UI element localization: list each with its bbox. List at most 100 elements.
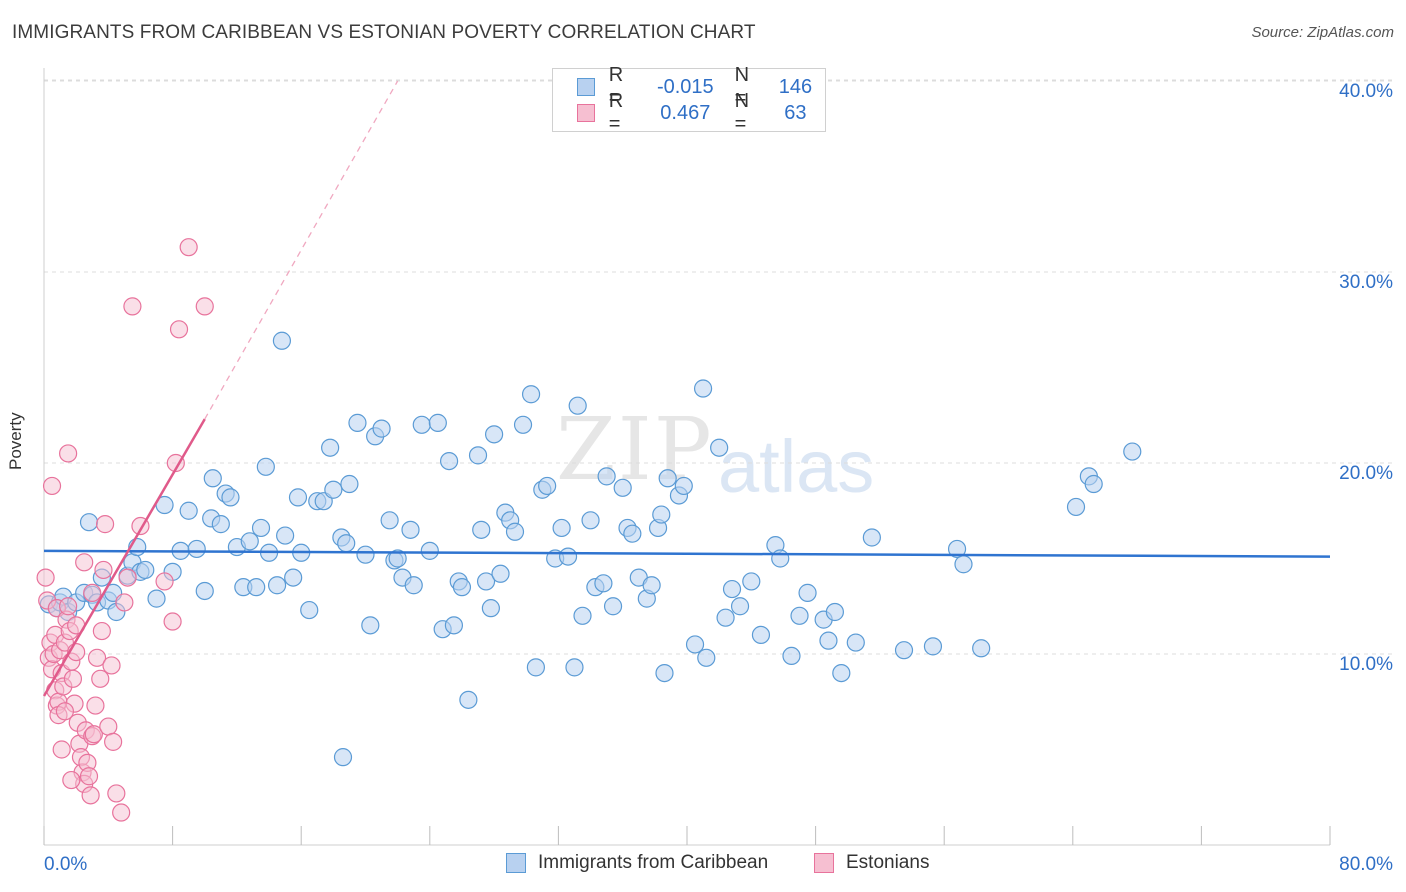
data-point-caribbean	[790, 606, 809, 625]
data-point-caribbean	[568, 396, 587, 415]
data-point-estonians	[36, 568, 55, 587]
legend-n-label: N =	[734, 64, 750, 109]
data-point-estonians	[115, 593, 134, 612]
data-point-caribbean	[412, 415, 431, 434]
data-point-estonians	[81, 786, 100, 805]
data-point-estonians	[155, 572, 174, 591]
bottom-legend-estonians: Estonians	[814, 852, 929, 874]
data-point-caribbean	[272, 331, 292, 350]
data-point-caribbean	[972, 639, 991, 658]
watermark-atlas: atlas	[718, 425, 875, 508]
data-point-caribbean	[693, 379, 713, 398]
data-point-estonians	[166, 453, 185, 473]
data-point-caribbean	[288, 488, 308, 507]
data-point-caribbean	[1084, 474, 1103, 494]
data-point-caribbean	[655, 663, 674, 683]
source-credit: Source: ZipAtlas.com	[1251, 24, 1394, 41]
data-point-caribbean	[247, 578, 266, 597]
data-point-caribbean	[321, 438, 340, 457]
legend-row-estonians: R = 0.467 N = 63	[577, 90, 825, 135]
legend-row-caribbean: R = -0.015 N = 146	[577, 64, 825, 109]
data-point-estonians	[102, 656, 121, 675]
data-point-caribbean	[521, 385, 541, 404]
data-point-estonians	[75, 553, 94, 572]
data-point-caribbean	[862, 528, 881, 547]
data-point-caribbean	[481, 599, 500, 618]
data-point-caribbean	[846, 633, 865, 652]
x-tick-label: 0.0%	[44, 854, 87, 875]
trendline-estonians-extension	[204, 80, 399, 420]
data-point-caribbean	[452, 578, 472, 597]
data-point-estonians	[55, 702, 74, 721]
trendline-caribbean	[43, 549, 1331, 558]
legend-r-value: 0.467	[660, 101, 711, 124]
x-tick-label: 80.0%	[1339, 854, 1393, 875]
data-point-caribbean	[256, 457, 275, 476]
data-point-caribbean	[361, 616, 380, 635]
data-point-caribbean	[603, 597, 623, 616]
data-point-caribbean	[136, 560, 155, 580]
data-point-caribbean	[240, 532, 259, 551]
data-point-caribbean	[798, 583, 817, 602]
data-point-caribbean	[825, 602, 844, 622]
data-point-caribbean	[652, 505, 671, 524]
data-point-caribbean	[476, 572, 496, 591]
data-point-caribbean	[771, 549, 790, 568]
data-point-estonians	[123, 297, 142, 316]
data-point-caribbean	[472, 520, 491, 539]
data-point-caribbean	[372, 419, 391, 438]
data-point-caribbean	[203, 469, 222, 488]
data-point-caribbean	[894, 641, 914, 660]
data-point-estonians	[118, 568, 137, 587]
data-point-estonians	[63, 669, 83, 688]
data-point-caribbean	[195, 581, 214, 601]
data-point-estonians	[52, 740, 71, 759]
data-point-caribbean	[380, 511, 399, 530]
chart-title: IMMIGRANTS FROM CARIBBEAN VS ESTONIAN PO…	[12, 22, 756, 43]
legend-r-value: -0.015	[656, 75, 714, 98]
data-point-caribbean	[267, 576, 287, 595]
data-point-estonians	[179, 238, 198, 257]
data-point-caribbean	[348, 413, 367, 432]
data-point-caribbean	[485, 425, 504, 444]
bottom-legend-swatch-pink	[814, 853, 834, 873]
data-point-caribbean	[716, 608, 735, 627]
data-point-caribbean	[340, 474, 359, 494]
data-point-estonians	[104, 732, 123, 751]
data-point-caribbean	[439, 451, 459, 471]
data-point-caribbean	[685, 635, 705, 654]
legend-r-label: R =	[608, 64, 624, 109]
data-point-caribbean	[276, 526, 295, 545]
data-point-caribbean	[697, 648, 716, 667]
data-point-estonians	[169, 320, 189, 339]
data-point-caribbean	[221, 488, 240, 507]
data-point-caribbean	[552, 518, 571, 538]
data-point-caribbean	[324, 480, 343, 499]
data-point-caribbean	[491, 564, 510, 583]
legend-n-label: N =	[734, 90, 750, 135]
bottom-legend-label-caribbean: Immigrants from Caribbean	[538, 852, 769, 873]
data-point-caribbean	[401, 520, 420, 539]
data-point-estonians	[95, 515, 115, 534]
data-point-caribbean	[819, 631, 838, 650]
data-point-caribbean	[1123, 442, 1142, 461]
data-point-caribbean	[954, 555, 973, 574]
data-point-caribbean	[356, 545, 375, 564]
data-point-estonians	[87, 648, 107, 667]
data-point-caribbean	[459, 690, 478, 709]
legend-n-value: 63	[784, 101, 807, 124]
data-point-estonians	[42, 476, 62, 496]
data-point-caribbean	[284, 568, 303, 587]
data-point-caribbean	[730, 597, 750, 616]
data-point-caribbean	[420, 541, 439, 560]
data-point-caribbean	[722, 579, 742, 599]
data-point-estonians	[163, 612, 182, 631]
data-point-caribbean	[613, 478, 632, 497]
legend-r-label: R =	[608, 90, 624, 135]
y-tick-label: 40.0%	[1339, 81, 1393, 102]
data-point-estonians	[86, 696, 105, 715]
data-point-caribbean	[147, 589, 166, 608]
bottom-legend-swatch-blue	[506, 853, 526, 873]
data-point-caribbean	[404, 576, 423, 595]
